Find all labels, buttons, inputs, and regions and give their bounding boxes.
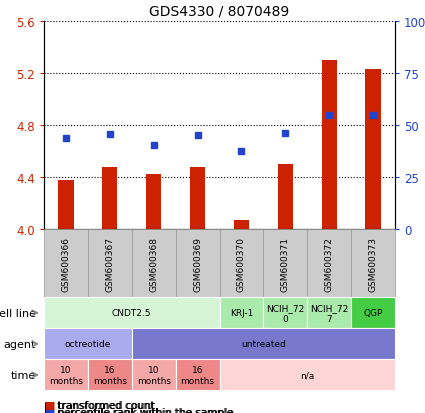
Text: NCIH_72
7: NCIH_72 7 [310,304,348,323]
Text: GSM600366: GSM600366 [62,236,71,291]
Text: QGP: QGP [363,309,383,318]
Bar [234,221,249,230]
Text: percentile rank within the sample: percentile rank within the sample [58,407,233,413]
Text: GSM600367: GSM600367 [105,236,114,291]
Bar [190,167,205,230]
Text: agent: agent [3,339,36,349]
Text: 16
months: 16 months [93,366,127,385]
Text: GSM600373: GSM600373 [368,236,377,291]
Text: ■ transformed count: ■ transformed count [44,400,154,410]
Text: cell line: cell line [0,308,36,318]
Text: ■: ■ [45,407,55,413]
Bar [278,165,293,230]
Text: NCIH_72
0: NCIH_72 0 [266,304,304,323]
Text: CNDT2.5: CNDT2.5 [112,309,151,318]
Text: ■ percentile rank within the sample: ■ percentile rank within the sample [44,407,233,413]
Text: 10
months: 10 months [137,366,171,385]
Bar [321,61,337,230]
Text: time: time [10,370,36,380]
Text: ■: ■ [44,400,54,410]
Text: n/a: n/a [300,370,314,380]
Text: transformed count: transformed count [58,400,155,410]
Text: KRJ-1: KRJ-1 [230,309,253,318]
Text: GSM600371: GSM600371 [281,236,290,291]
Bar [366,70,381,230]
Text: octreotide: octreotide [65,339,111,349]
Bar [146,175,162,230]
Text: 16
months: 16 months [181,366,215,385]
Text: ■: ■ [45,400,55,410]
Bar [58,180,74,230]
Text: GSM600372: GSM600372 [325,236,334,291]
Text: untreated: untreated [241,339,286,349]
Text: GSM600370: GSM600370 [237,236,246,291]
Text: ■: ■ [44,407,54,413]
Text: GSM600369: GSM600369 [193,236,202,291]
Text: 10
months: 10 months [49,366,83,385]
Bar [102,167,117,230]
Text: GSM600368: GSM600368 [149,236,158,291]
Title: GDS4330 / 8070489: GDS4330 / 8070489 [149,4,289,18]
